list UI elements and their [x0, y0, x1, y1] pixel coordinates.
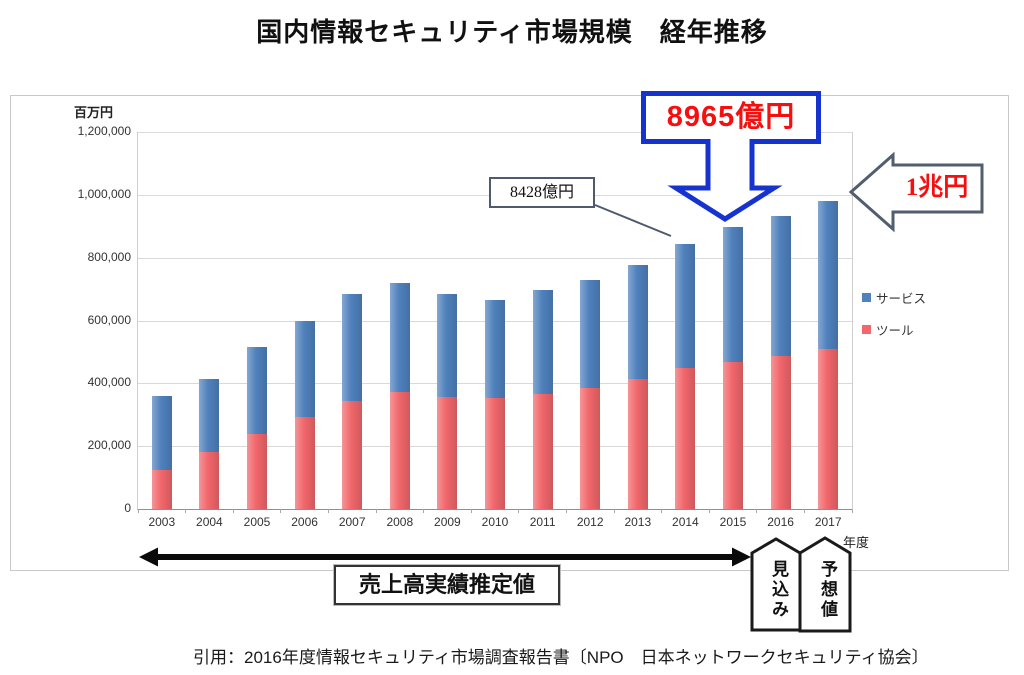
y-tick-label: 200,000	[87, 438, 131, 453]
x-tick-label: 2016	[767, 515, 794, 529]
x-tick-mark	[661, 509, 663, 513]
bar-2015-tool	[723, 361, 743, 510]
x-tick-mark	[232, 509, 234, 513]
x-tick-mark	[518, 509, 520, 513]
bar-2011-service	[532, 290, 553, 395]
estimate-pentagon-label: 見込み	[769, 560, 788, 620]
x-tick-label: 2015	[719, 515, 747, 529]
bar-2014-service	[675, 244, 696, 369]
bar-2014-tool	[675, 368, 696, 509]
x-tick-mark	[423, 509, 425, 513]
plot-area: 2003 2004 2005 2006 2007 2008 2009 2010 2011 2012…	[137, 132, 853, 529]
bar-2003-tool	[151, 469, 172, 510]
bar-2009-tool	[437, 397, 458, 509]
x-tick-label: 2013	[624, 515, 652, 529]
x-tick-mark	[756, 509, 758, 513]
bar-2012-service	[580, 279, 601, 389]
x-tick-mark	[851, 509, 853, 513]
forecast-pentagon-label: 予想値	[818, 560, 837, 620]
x-tick-mark	[803, 509, 805, 513]
x-tick-mark	[613, 509, 615, 513]
x-tick-mark	[708, 509, 710, 513]
legend-item: サービス	[862, 288, 926, 307]
bar-2013-service	[627, 264, 648, 380]
legend-label: ツール	[876, 324, 914, 338]
bar-2008-tool	[389, 392, 410, 509]
x-tick-label: 2007	[338, 515, 366, 529]
x-tick-label: 2011	[529, 515, 556, 529]
y-axis-unit-label: 百万円	[74, 105, 114, 120]
x-axis-unit-label: 年度	[843, 535, 870, 550]
bar-2003-service	[151, 395, 172, 470]
legend-label: サービス	[876, 292, 927, 306]
bar-2007-tool	[342, 400, 363, 510]
gridline	[138, 132, 852, 133]
x-tick-label: 2004	[196, 515, 223, 529]
callout-8428-box: 8428億円	[489, 177, 595, 208]
x-tick-label: 2009	[434, 515, 461, 529]
y-tick-label: 1,200,000	[77, 124, 131, 138]
callout-8965-box: 8965億円	[641, 91, 821, 144]
bar-2013-tool	[627, 379, 648, 509]
callout-1trillion-label: 1兆円	[905, 174, 969, 201]
x-tick-label: 2010	[481, 515, 509, 529]
y-tick-label: 0	[124, 501, 131, 515]
y-tick-label: 400,000	[87, 375, 131, 390]
bar-2015-service	[723, 227, 743, 362]
bar-2017-tool	[818, 349, 839, 509]
legend: サービス ツール	[862, 288, 926, 352]
x-tick-mark	[137, 509, 139, 513]
x-tick-mark	[327, 509, 329, 513]
x-tick-mark	[565, 509, 567, 513]
bar-2009-service	[437, 294, 458, 398]
legend-swatch-service	[862, 293, 871, 302]
bar-2007-service	[342, 293, 363, 402]
bar-2016-tool	[770, 356, 791, 509]
x-tick-mark	[470, 509, 472, 513]
bar-2006-tool	[294, 416, 315, 510]
citation-text: 引用：2016年度情報セキュリティ市場調査報告書〔NPO 日本ネットワークセキュ…	[193, 648, 929, 667]
x-tick-label: 2017	[814, 515, 842, 529]
y-tick-label: 800,000	[87, 249, 131, 264]
bar-2011-tool	[532, 394, 553, 509]
x-tick-mark	[280, 509, 282, 513]
x-tick-label: 2014	[672, 515, 699, 529]
chart-box: 百万円 2003 2004 2005 2006 2007 2008 2009 2010 2011…	[10, 95, 1009, 571]
y-tick-label: 600,000	[87, 312, 131, 327]
bar-2008-service	[389, 282, 410, 393]
y-tick-label: 1,000,000	[77, 186, 131, 201]
bar-2017-service	[818, 200, 839, 350]
x-tick-label: 2005	[243, 515, 271, 529]
legend-swatch-tool	[862, 325, 871, 334]
x-tick-label: 2003	[148, 515, 176, 529]
x-tick-mark	[375, 509, 377, 513]
bar-2004-service	[199, 378, 220, 452]
legend-item: ツール	[862, 320, 926, 339]
bar-2006-service	[294, 321, 315, 417]
x-tick-label: 2008	[386, 515, 414, 529]
actual-range-label-box: 売上高実績推定値	[333, 564, 561, 606]
bar-2004-tool	[199, 451, 220, 510]
bar-2010-service	[485, 300, 505, 399]
bar-2016-service	[770, 215, 791, 357]
chart-title: 国内情報セキュリティ市場規模 経年推移	[256, 17, 768, 47]
x-tick-label: 2006	[291, 515, 318, 529]
bar-2012-tool	[580, 388, 601, 509]
x-tick-mark	[185, 509, 187, 513]
bar-2010-tool	[485, 398, 505, 509]
bar-2005-service	[247, 347, 267, 435]
bar-2005-tool	[247, 433, 267, 510]
x-tick-label: 2012	[576, 515, 604, 529]
gridline	[138, 257, 852, 259]
